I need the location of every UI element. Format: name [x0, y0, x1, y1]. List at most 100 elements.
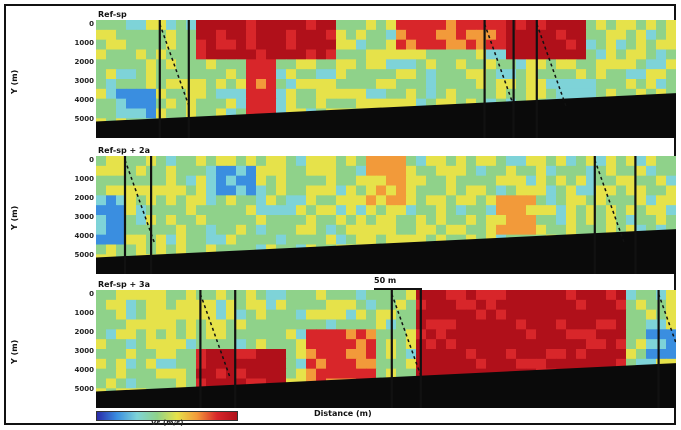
heatmap-cell — [376, 205, 387, 216]
heatmap-cell — [336, 79, 347, 90]
heatmap-cell — [596, 185, 607, 196]
panel-3-ytick: 4000 — [74, 366, 94, 374]
heatmap-cell — [506, 319, 517, 330]
heatmap-cell — [256, 309, 267, 321]
heatmap-cell — [306, 290, 317, 301]
heatmap-cell — [306, 165, 317, 177]
heatmap-cell — [356, 290, 367, 301]
heatmap-cell — [196, 49, 207, 60]
heatmap-cell — [596, 165, 607, 177]
heatmap-cell — [356, 165, 367, 177]
heatmap-cell — [586, 29, 597, 41]
heatmap-cell — [226, 165, 237, 177]
heatmap-cell — [126, 224, 137, 236]
heatmap-cell — [406, 339, 417, 350]
heatmap-cell — [556, 20, 567, 31]
heatmap-cell — [266, 224, 277, 236]
heatmap-cell — [336, 329, 347, 340]
heatmap-cell — [606, 358, 617, 370]
heatmap-cell — [226, 156, 237, 167]
heatmap-cell — [166, 368, 177, 380]
heatmap-cell — [256, 165, 267, 177]
heatmap-cell — [186, 299, 197, 311]
heatmap-cell — [356, 339, 367, 350]
heatmap-cell — [266, 290, 277, 301]
heatmap-cell — [156, 234, 167, 246]
x-axis-label: Distance (m) — [314, 409, 372, 418]
heatmap-cell — [616, 20, 627, 31]
heatmap-cell — [156, 39, 167, 51]
heatmap-cell — [596, 29, 607, 41]
heatmap-cell — [376, 195, 387, 206]
heatmap-cell — [386, 175, 397, 187]
heatmap-cell — [126, 175, 137, 187]
heatmap-cell — [486, 156, 497, 167]
heatmap-cell — [416, 69, 427, 80]
heatmap-cell — [116, 156, 127, 167]
heatmap-cell — [136, 39, 147, 51]
heatmap-cell — [446, 329, 457, 340]
heatmap-cell — [666, 165, 676, 177]
heatmap-cell — [376, 339, 387, 350]
heatmap-cell — [476, 215, 487, 226]
panel-3-title: Ref-sp + 3a — [96, 280, 152, 290]
heatmap-cell — [366, 299, 377, 311]
heatmap-cell — [646, 165, 657, 177]
heatmap-cell — [416, 175, 427, 187]
heatmap-cell — [216, 156, 227, 167]
heatmap-cell — [416, 224, 427, 236]
heatmap-cell — [536, 299, 547, 311]
heatmap-cell — [376, 49, 387, 60]
heatmap-cell — [526, 205, 537, 216]
heatmap-cell — [316, 185, 327, 196]
heatmap-cell — [276, 39, 287, 51]
heatmap-cell — [146, 39, 157, 51]
heatmap-cell — [326, 49, 337, 60]
heatmap-cell — [206, 290, 217, 301]
figure-frame: Ref-sp Y (m) 0 1000 2000 3000 4000 5000 … — [4, 4, 676, 427]
heatmap-cell — [246, 234, 257, 246]
heatmap-cell — [626, 329, 637, 340]
heatmap-cell — [516, 205, 527, 216]
heatmap-cell — [576, 349, 587, 360]
heatmap-cell — [486, 205, 497, 216]
heatmap-cell — [226, 88, 237, 100]
heatmap-cell — [206, 244, 217, 255]
heatmap-cell — [506, 156, 517, 167]
heatmap-cell — [576, 39, 587, 51]
heatmap-cell — [316, 224, 327, 236]
heatmap-cell — [296, 156, 307, 167]
heatmap-cell — [626, 69, 637, 80]
heatmap-cell — [286, 69, 297, 80]
heatmap-cell — [176, 185, 187, 196]
heatmap-cell — [656, 69, 667, 80]
heatmap-cell — [466, 165, 477, 177]
heatmap-cell — [186, 290, 197, 301]
heatmap-cell — [476, 20, 487, 31]
heatmap-cell — [226, 49, 237, 60]
heatmap-cell — [96, 368, 107, 380]
heatmap-cell — [636, 224, 647, 236]
heatmap-cell — [506, 339, 517, 350]
heatmap-cell — [576, 224, 587, 236]
heatmap-cell — [276, 349, 287, 360]
heatmap-cell — [286, 49, 297, 60]
heatmap-cell — [626, 49, 637, 60]
heatmap-cell — [216, 329, 227, 340]
heatmap-cell — [316, 329, 327, 340]
heatmap-cell — [256, 98, 267, 110]
heatmap-cell — [266, 205, 277, 216]
heatmap-cell — [596, 339, 607, 350]
heatmap-cell — [446, 368, 457, 380]
heatmap-cell — [496, 29, 507, 41]
heatmap-cell — [206, 339, 217, 350]
heatmap-cell — [606, 205, 617, 216]
heatmap-cell — [516, 224, 527, 236]
heatmap-cell — [346, 339, 357, 350]
heatmap-cell — [196, 20, 207, 31]
heatmap-cell — [336, 88, 347, 100]
heatmap-cell — [466, 195, 477, 206]
heatmap-cell — [566, 319, 577, 330]
heatmap-cell — [406, 358, 417, 370]
heatmap-cell — [546, 205, 557, 216]
